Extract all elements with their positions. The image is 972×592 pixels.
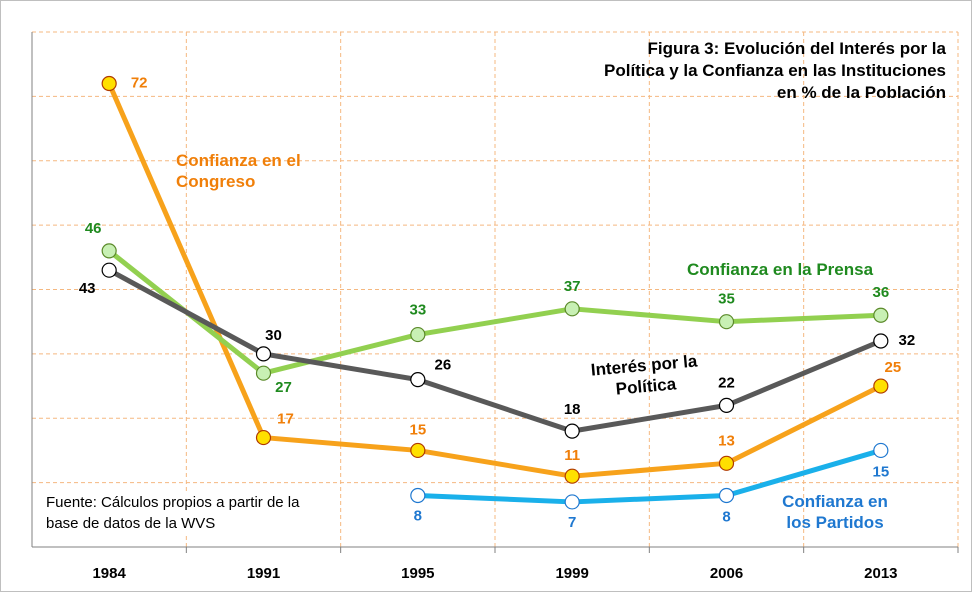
marker [564,468,580,484]
data-label: 7 [568,514,576,531]
marker [873,307,889,323]
x-tick-label: 1999 [555,565,588,582]
data-label: 72 [131,74,148,91]
data-label: 43 [79,280,96,297]
data-label: 13 [718,432,735,449]
marker [873,333,889,349]
series-line [106,82,882,479]
x-tick-label: 2006 [710,565,743,582]
marker [564,494,580,510]
data-label: 46 [85,220,102,237]
marker [410,372,426,388]
x-tick-label: 1991 [247,565,280,582]
x-tick-label: 2013 [864,565,897,582]
series-label: Confianza en los Partidos [782,492,888,532]
marker [255,346,272,362]
marker [410,442,426,459]
marker [101,262,117,278]
data-label: 22 [718,374,735,391]
data-label: 15 [872,463,889,480]
marker [564,423,580,439]
data-label: 18 [564,401,581,418]
data-label: 26 [434,357,451,374]
marker [255,365,272,381]
chart-title: Figura 3: Evolución del Interés por la P… [604,39,946,102]
marker [101,243,117,259]
series-line [107,248,881,376]
data-label: 17 [277,411,294,428]
marker [255,429,272,446]
source-note: Fuente: Cálculos propios a partir de la … [46,492,336,534]
marker [718,397,735,413]
marker [873,378,889,394]
data-label: 37 [564,278,581,295]
marker [564,301,580,317]
marker [718,455,735,471]
series-label: Confianza en la Prensa [686,260,874,279]
data-label: 30 [265,327,282,344]
data-label: 11 [564,447,580,464]
marker [873,442,889,459]
series-line [107,267,882,434]
series-line [417,448,882,505]
x-tick-label: 1984 [92,565,126,582]
marker [410,487,426,504]
series-label: Confianza en el Congreso [176,151,301,191]
data-label: 35 [718,291,735,308]
marker [718,314,735,330]
x-tick-label: 1995 [401,565,434,582]
data-label: 33 [409,302,426,319]
marker [718,487,735,504]
data-label: 27 [275,379,292,396]
data-label: 36 [872,284,889,301]
data-label: 15 [409,421,426,438]
data-label: 8 [722,508,730,525]
marker [101,75,117,92]
marker [410,326,426,343]
data-label: 25 [884,359,901,376]
data-label: 8 [414,507,422,524]
data-label: 32 [898,332,915,349]
